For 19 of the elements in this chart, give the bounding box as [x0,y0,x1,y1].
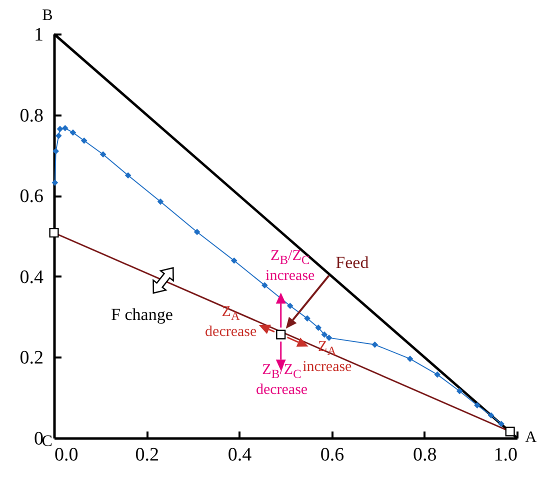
x-tick-label: 0.8 [413,444,437,466]
text: A [525,429,537,446]
text: B [42,7,53,24]
y-tick-label: 0.8 [20,105,44,126]
annotation: F change [111,304,173,324]
annotation: Z$_{B}$/Z$_{C}$ increase [266,248,315,284]
y-tick-label: 1 [34,24,44,46]
annotation: Feed [336,253,369,272]
x-tick-label: 0.6 [320,444,344,466]
y-tick-label: 0.4 [20,266,44,288]
y-tick-label: 0 [34,428,44,450]
text: C [42,433,52,450]
y-tick-label: 0.2 [20,348,44,369]
x-tick-label: 0.2 [135,444,159,466]
x-tick-label: 1.0 [494,444,518,466]
y-tick-label: 0.6 [20,186,44,208]
annotation: Z$_{A}$ decrease [205,304,257,340]
x-tick-label: 0.0 [54,444,78,466]
x-tick-label: 0.4 [228,444,252,466]
